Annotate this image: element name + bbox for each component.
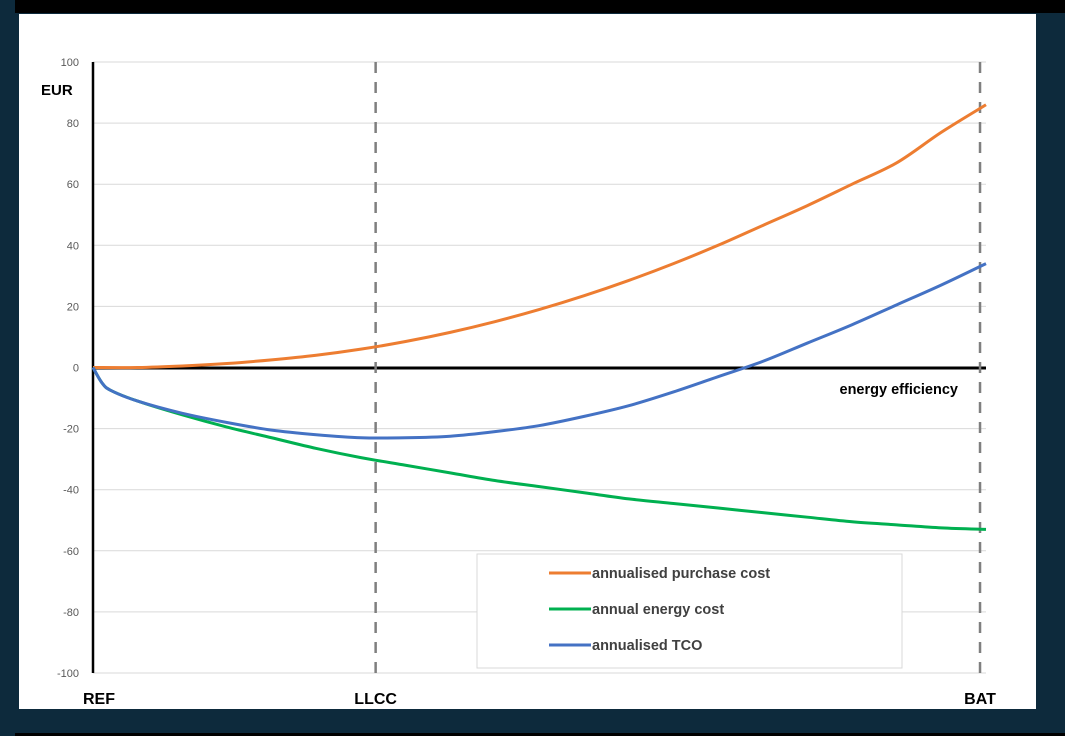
series-lines bbox=[91, 103, 987, 531]
y-tick-label: 60 bbox=[67, 179, 79, 191]
legend: annualised purchase cost annual energy co… bbox=[476, 553, 903, 669]
x-axis-label: energy efficiency bbox=[840, 382, 958, 398]
y-tick-label: 80 bbox=[67, 118, 79, 130]
y-tick-label: 20 bbox=[67, 301, 79, 313]
y-tick-label: -100 bbox=[57, 668, 79, 680]
y-tick-label: -60 bbox=[63, 546, 79, 558]
y-tick-label: -80 bbox=[63, 607, 79, 619]
y-tick-label: 0 bbox=[73, 363, 79, 375]
legend-items: annualised purchase cost annual energy co… bbox=[549, 566, 770, 654]
y-axis-label: EUR bbox=[41, 82, 73, 99]
chart-panel: REF LLCC BAT 100 80 60 40 20 0 -20 -40 -60 -80 -100 … bbox=[19, 14, 1036, 709]
y-tick-label: 100 bbox=[61, 57, 79, 69]
legend-box bbox=[476, 553, 903, 669]
line-chart: REF LLCC BAT 100806040200-20-40-60-80-100 … bbox=[41, 57, 996, 708]
y-tick-label: -20 bbox=[63, 424, 79, 436]
legend-entry-label: annualised TCO bbox=[592, 638, 702, 654]
legend-entry-label: annualised purchase cost bbox=[592, 566, 770, 582]
x-markers: REF LLCC BAT bbox=[83, 62, 996, 708]
gridlines bbox=[93, 61, 986, 674]
legend-entry-label: annual energy cost bbox=[592, 602, 724, 618]
y-tick-labels: 100 80 60 40 20 0 -20 -40 -60 -80 -100 bbox=[57, 57, 79, 680]
x-marker-label: REF bbox=[83, 691, 115, 708]
x-marker-label: LLCC bbox=[354, 691, 397, 708]
series-line bbox=[91, 262, 987, 440]
left-edge-strip bbox=[0, 0, 15, 736]
y-tick-label: 40 bbox=[67, 240, 79, 252]
y-tick-label: -40 bbox=[63, 485, 79, 497]
x-marker-label: BAT bbox=[964, 691, 996, 708]
series-line bbox=[92, 103, 987, 370]
